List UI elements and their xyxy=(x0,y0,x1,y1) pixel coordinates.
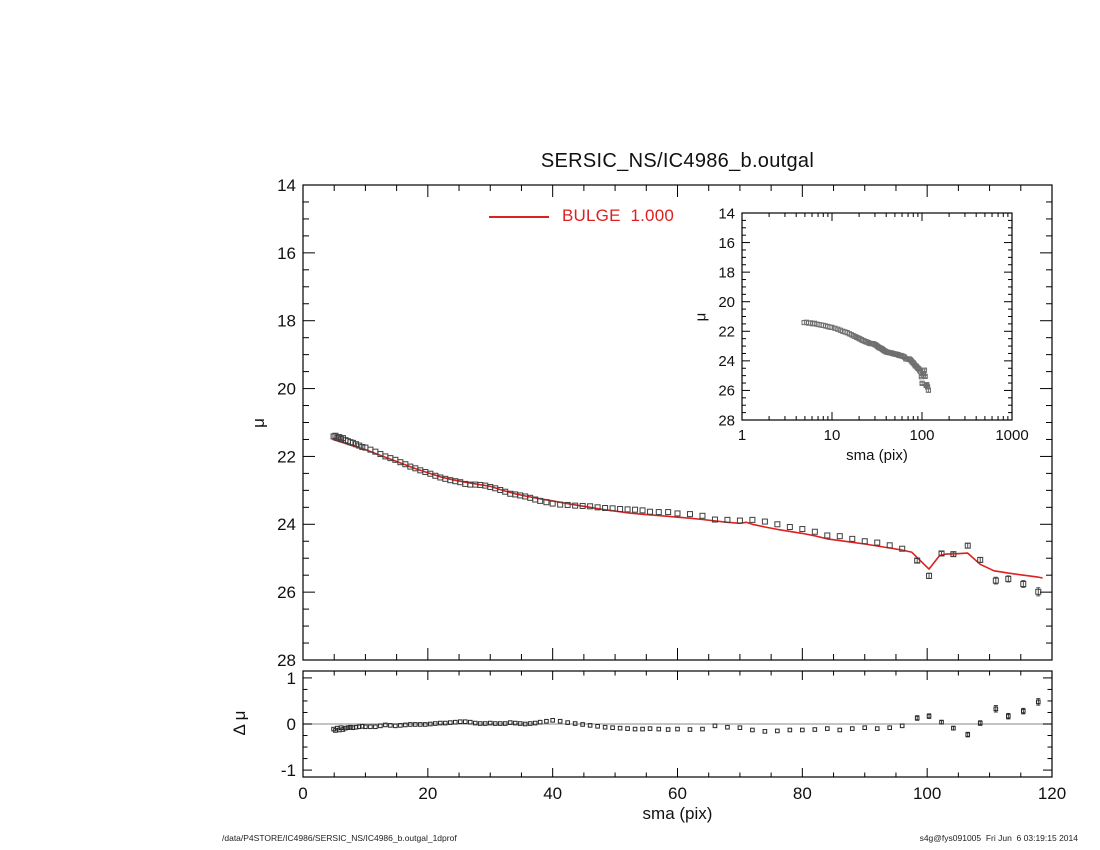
main-profile-squares xyxy=(330,432,1042,597)
footer-file-path: /data/P4STORE/IC4986/SERSIC_NS/IC4986_b.… xyxy=(222,833,457,843)
svg-text:22: 22 xyxy=(718,324,735,341)
svg-text:18: 18 xyxy=(718,264,735,281)
svg-text:80: 80 xyxy=(793,784,812,803)
svg-text:1: 1 xyxy=(738,427,746,444)
inset-y-axis-title: μ xyxy=(692,312,710,322)
inset-axis-ticks xyxy=(741,212,1013,421)
svg-text:26: 26 xyxy=(718,383,735,400)
residual-frame xyxy=(302,670,1053,778)
residual-residual-squares xyxy=(331,698,1041,738)
svg-text:0: 0 xyxy=(287,715,296,734)
svg-text:100: 100 xyxy=(909,427,934,444)
inset-plot: 1 10 100 1000 14 16 18 20 22 24 26 28 xyxy=(718,205,1028,444)
svg-text:26: 26 xyxy=(277,583,296,602)
svg-text:1: 1 xyxy=(287,669,296,688)
svg-text:40: 40 xyxy=(543,784,562,803)
inset-x-axis-title: sma (pix) xyxy=(846,447,908,464)
main-model-line xyxy=(332,438,1043,579)
svg-text:22: 22 xyxy=(277,447,296,466)
svg-text:28: 28 xyxy=(277,651,296,670)
svg-text:16: 16 xyxy=(277,244,296,263)
inset-frame xyxy=(741,212,1013,421)
inset-tick-labels: 1 10 100 1000 14 16 18 20 22 24 26 28 xyxy=(718,205,1028,444)
svg-text:120: 120 xyxy=(1038,784,1066,803)
svg-text:0: 0 xyxy=(298,784,307,803)
svg-text:24: 24 xyxy=(718,353,735,370)
svg-text:1000: 1000 xyxy=(995,427,1028,444)
main-y-axis-title: μ xyxy=(249,418,268,428)
page-title: SERSIC_NS/IC4986_b.outgal xyxy=(540,150,815,172)
footer-user-timestamp: s4g@fys091005 Fri Jun 6 03:19:15 2014 xyxy=(919,833,1078,843)
svg-text:20: 20 xyxy=(718,294,735,311)
residual-y-axis-title: Δ μ xyxy=(230,710,249,736)
svg-text:100: 100 xyxy=(913,784,941,803)
main-tick-labels: 14 16 18 20 22 24 26 28 xyxy=(277,176,296,670)
svg-text:-1: -1 xyxy=(281,761,296,780)
residual-axis-ticks xyxy=(302,671,1053,777)
main-axis-ticks xyxy=(302,184,1053,661)
svg-text:14: 14 xyxy=(277,176,296,195)
svg-text:60: 60 xyxy=(668,784,687,803)
svg-text:16: 16 xyxy=(718,235,735,252)
inset-profile-squares xyxy=(801,319,932,393)
svg-text:14: 14 xyxy=(718,205,735,222)
svg-text:10: 10 xyxy=(824,427,841,444)
legend-model-line xyxy=(489,216,549,218)
svg-text:18: 18 xyxy=(277,312,296,331)
main-frame xyxy=(302,184,1053,661)
legend-model-label: BULGE 1.000 xyxy=(562,206,675,225)
svg-text:20: 20 xyxy=(277,380,296,399)
svg-text:28: 28 xyxy=(718,412,735,429)
main-plot: 14 16 18 20 22 24 26 28 xyxy=(277,176,1053,670)
svg-text:24: 24 xyxy=(277,515,296,534)
shared-x-axis-title: sma (pix) xyxy=(642,804,713,823)
svg-text:20: 20 xyxy=(418,784,437,803)
